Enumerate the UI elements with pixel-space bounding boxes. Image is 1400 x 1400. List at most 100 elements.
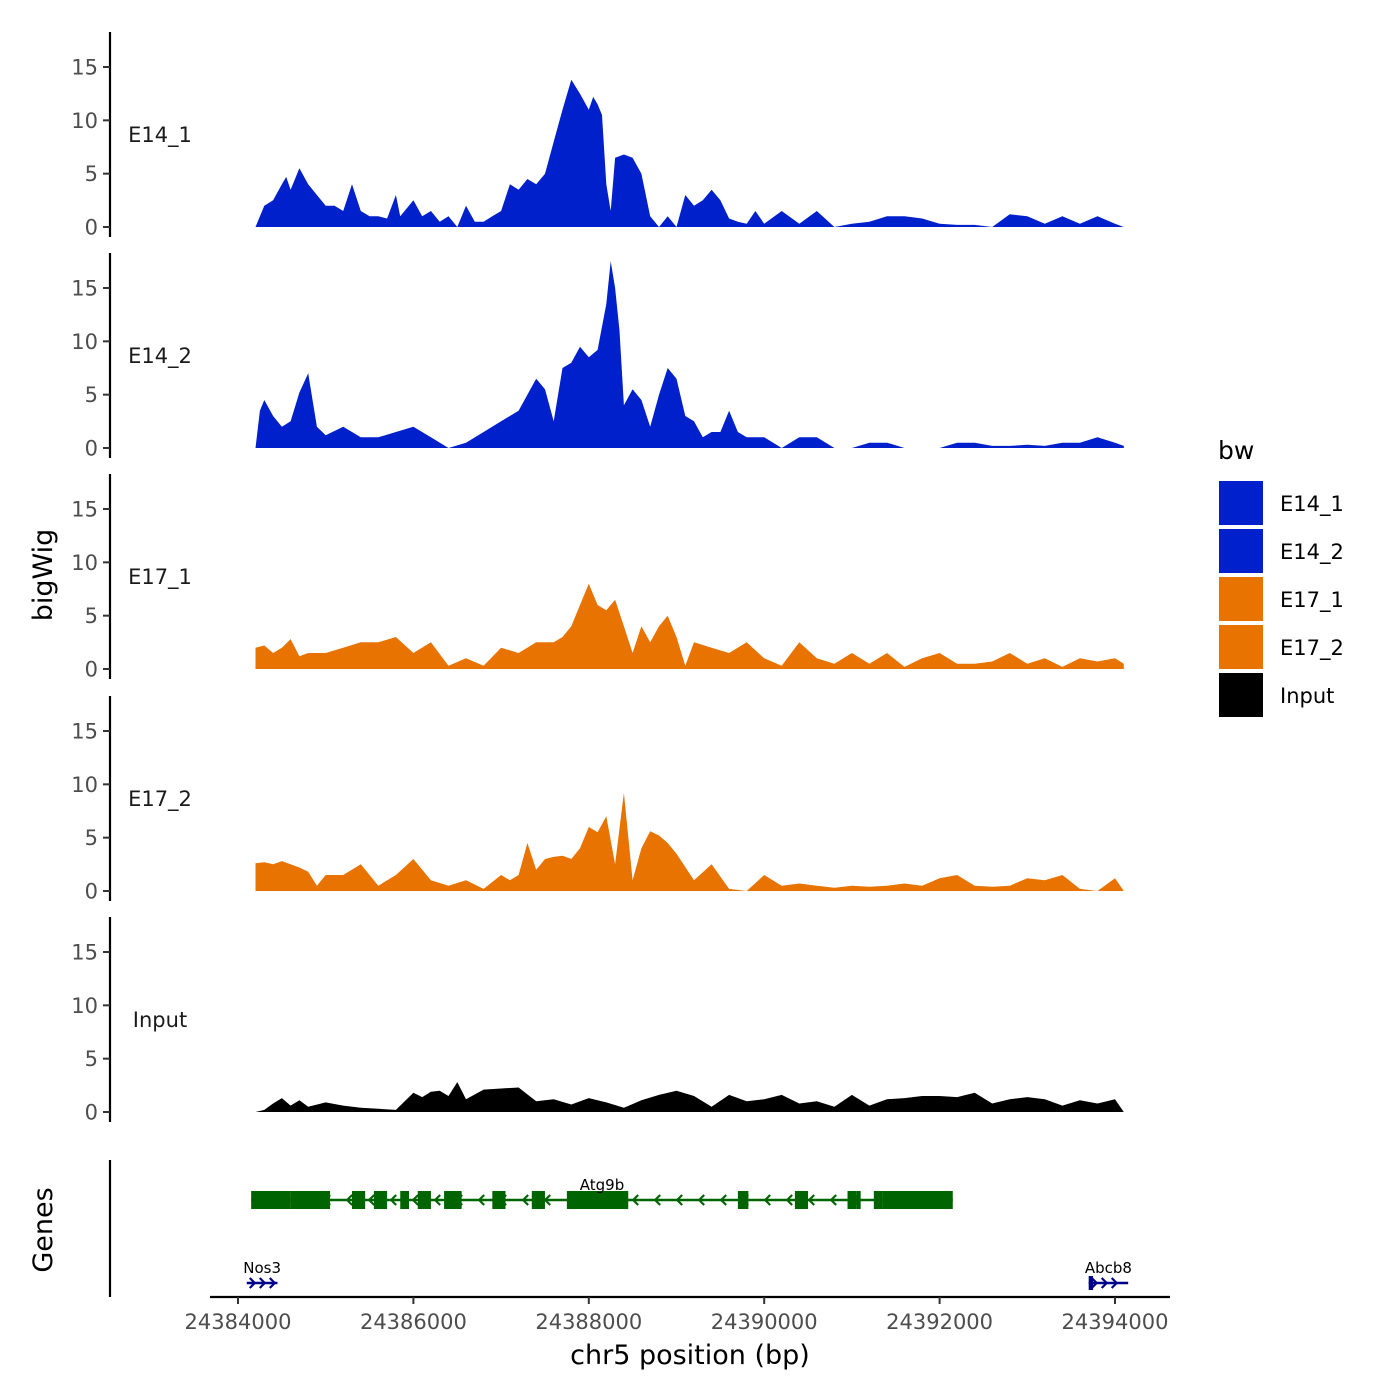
legend-swatch (1217, 575, 1265, 623)
strand-arrow (521, 1194, 529, 1206)
exon (444, 1191, 462, 1209)
legend-label: E14_1 (1280, 492, 1344, 517)
legend-label: E17_2 (1280, 636, 1344, 661)
y-tick-label: 5 (85, 604, 98, 628)
legend-swatch (1217, 527, 1265, 575)
signal-area-E17_1 (255, 583, 1124, 669)
x-axis: 24384000 24386000 24388000 24390000 24392000… (185, 1295, 1170, 1334)
strand-arrow (675, 1194, 683, 1206)
y-tick-label: 0 (85, 1101, 98, 1125)
strand-arrow (345, 1194, 353, 1206)
legend: bw E14_1 E14_2 E17_1 E17_2 Input (1217, 436, 1344, 719)
strand-arrow (697, 1194, 705, 1206)
y-tick-label: 0 (85, 437, 98, 461)
strand-arrow (829, 1194, 837, 1206)
gene-label: Nos3 (243, 1259, 281, 1277)
track-E17_2: 0 5 10 15 E17_2 (71, 696, 1124, 904)
y-tick-label: 10 (71, 109, 98, 133)
signal-area-Input (255, 1082, 1124, 1112)
y-tick-label: 15 (71, 720, 98, 744)
exon (373, 1191, 388, 1209)
strand-arrow (785, 1194, 793, 1206)
exon (737, 1191, 749, 1209)
gene-label: Atg9b (580, 1176, 624, 1194)
x-tick-label: 24388000 (535, 1310, 642, 1334)
y-tick-label: 5 (85, 1047, 98, 1071)
y-tick-label: 10 (71, 994, 98, 1018)
exon (290, 1191, 331, 1209)
legend-label: Input (1280, 684, 1334, 708)
gene-track: Atg9b Nos3 Abcb8 (108, 1160, 1132, 1297)
strand-arrow (411, 1194, 419, 1206)
x-tick-label: 24392000 (886, 1310, 993, 1334)
y-tick-label: 5 (85, 383, 98, 407)
x-axis-title: chr5 position (bp) (570, 1340, 810, 1371)
gene-Atg9b: Atg9b (251, 1176, 953, 1209)
exon (847, 1191, 857, 1209)
track-label: E14_2 (128, 344, 192, 369)
gene-label: Abcb8 (1085, 1259, 1132, 1277)
exon (566, 1191, 629, 1209)
track-label: E17_1 (128, 565, 192, 590)
y-tick-label: 5 (85, 162, 98, 186)
exon (251, 1191, 291, 1209)
signal-area-E17_2 (255, 792, 1124, 891)
legend-label: E17_1 (1280, 588, 1344, 613)
strand-arrow (389, 1194, 397, 1206)
legend-swatch (1217, 479, 1265, 527)
legend-swatch (1217, 623, 1265, 671)
gene-Abcb8: Abcb8 (1085, 1259, 1132, 1290)
strand-arrow (433, 1194, 441, 1206)
strand-arrow (248, 1277, 257, 1289)
x-tick-label: 24394000 (1062, 1310, 1169, 1334)
y-tick-label: 10 (71, 551, 98, 575)
exon (794, 1191, 809, 1209)
strand-arrow (719, 1194, 727, 1206)
strand-arrow (268, 1277, 277, 1289)
track-label: E17_2 (128, 787, 192, 812)
strand-arrow (653, 1194, 661, 1206)
y-axis-title: bigWig (28, 529, 59, 622)
x-tick-label: 24386000 (360, 1310, 467, 1334)
y-tick-label: 10 (71, 330, 98, 354)
exon (417, 1191, 431, 1209)
y-tick-label: 15 (71, 498, 98, 522)
signal-area-E14_1 (255, 79, 1124, 227)
exon (492, 1191, 506, 1209)
strand-arrow (763, 1194, 771, 1206)
y-tick-label: 5 (85, 826, 98, 850)
legend-swatch (1217, 671, 1265, 719)
exon (352, 1191, 366, 1209)
exon (531, 1191, 545, 1209)
exon (1088, 1276, 1094, 1290)
track-E14_2: 0 5 10 15 E14_2 (71, 253, 1124, 461)
track-label: Input (133, 1008, 187, 1032)
exon (856, 1191, 861, 1209)
gene-Nos3: Nos3 (243, 1259, 281, 1289)
legend-label: E14_2 (1280, 540, 1344, 565)
y-tick-label: 15 (71, 277, 98, 301)
track-Input: 0 5 10 15 Input (71, 917, 1124, 1125)
track-E14_1: 0 5 10 15 E14_1 (71, 32, 1124, 240)
y-tick-label: 10 (71, 773, 98, 797)
genes-axis-title: Genes (28, 1187, 59, 1272)
strand-arrow (1100, 1277, 1109, 1289)
strand-arrow (631, 1194, 639, 1206)
signal-tracks: 0 5 10 15 E14_1 0 5 10 15 E14_2 0 5 10 15 E17_1 0 5 10 15 E… (71, 32, 1124, 1125)
x-tick-label: 24384000 (185, 1310, 292, 1334)
x-tick-label: 24390000 (711, 1310, 818, 1334)
y-tick-label: 0 (85, 658, 98, 682)
y-tick-label: 0 (85, 216, 98, 240)
strand-arrow (258, 1277, 267, 1289)
exon (882, 1191, 953, 1209)
exon (873, 1191, 883, 1209)
strand-arrow (543, 1194, 551, 1206)
legend-title: bw (1218, 436, 1254, 465)
signal-area-E14_2 (255, 261, 1124, 448)
strand-arrow (1110, 1277, 1119, 1289)
strand-arrow (477, 1194, 485, 1206)
strand-arrow (807, 1194, 815, 1206)
track-E17_1: 0 5 10 15 E17_1 (71, 474, 1124, 682)
y-tick-label: 0 (85, 880, 98, 904)
